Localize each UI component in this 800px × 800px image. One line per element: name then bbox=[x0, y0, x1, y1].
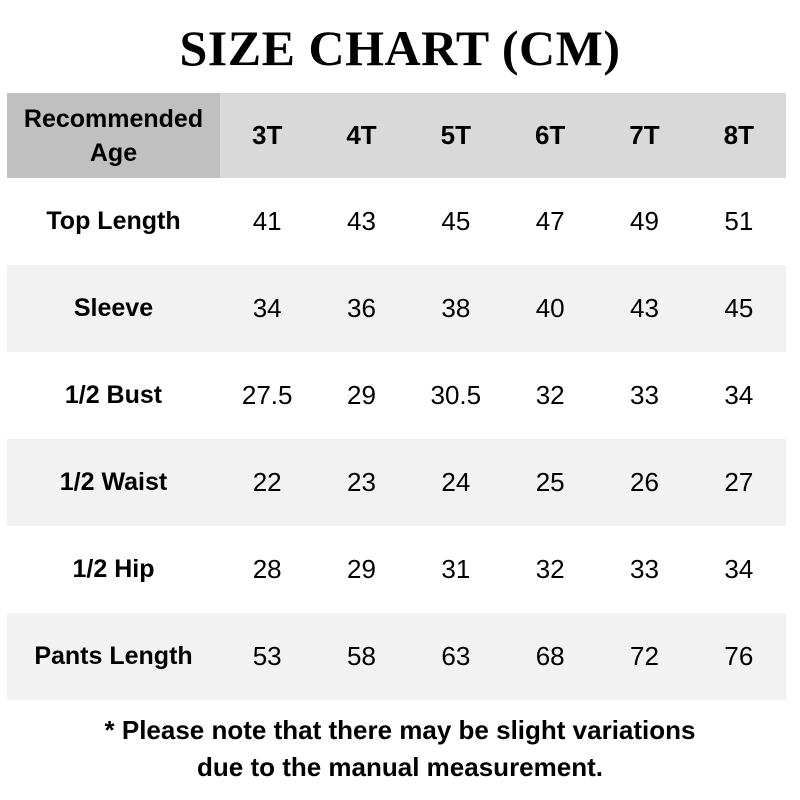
size-header: 4T bbox=[314, 93, 409, 178]
size-header: 7T bbox=[597, 93, 692, 178]
table-row: 1/2 Hip 28 29 31 32 33 34 bbox=[7, 526, 786, 613]
table-cell: 26 bbox=[597, 439, 692, 526]
table-cell: 32 bbox=[535, 554, 565, 584]
table-cell: 45 bbox=[441, 206, 471, 236]
table-cell: 29 bbox=[347, 554, 376, 584]
table-cell: 25 bbox=[502, 439, 598, 526]
table-cell: 38 bbox=[408, 265, 503, 352]
page-title: SIZE CHART (CM) bbox=[179, 20, 621, 76]
size-header: 3T bbox=[220, 93, 315, 178]
size-header: 8T bbox=[691, 93, 786, 178]
size-header: 6T bbox=[502, 93, 598, 178]
table-cell: 34 bbox=[724, 554, 754, 584]
table-cell: 33 bbox=[630, 380, 659, 410]
table-cell: 43 bbox=[347, 206, 376, 236]
row-label: 1/2 Bust bbox=[64, 381, 163, 409]
table-cell: 27 bbox=[691, 439, 786, 526]
table-cell: 34 bbox=[724, 380, 754, 410]
corner-header: Recommended Age bbox=[7, 93, 220, 178]
table-cell: 24 bbox=[408, 439, 503, 526]
table-cell: 51 bbox=[724, 206, 754, 236]
header-row: Recommended Age 3T 4T 5T 6T 7T 8T bbox=[7, 93, 786, 178]
table-row: 1/2 Bust 27.5 29 30.5 32 33 34 bbox=[7, 352, 786, 439]
table-cell: 28 bbox=[252, 554, 282, 584]
table-cell: 36 bbox=[314, 265, 409, 352]
table-cell: 45 bbox=[691, 265, 786, 352]
table-cell: 58 bbox=[314, 613, 409, 700]
table-cell: 40 bbox=[502, 265, 598, 352]
table-cell: 43 bbox=[597, 265, 692, 352]
note-line-1: * Please note that there may be slight v… bbox=[104, 715, 696, 745]
row-label: 1/2 Hip bbox=[72, 555, 155, 583]
table-cell: 34 bbox=[220, 265, 315, 352]
table-cell: 76 bbox=[691, 613, 786, 700]
table-cell: 31 bbox=[441, 554, 471, 584]
size-header: 5T bbox=[408, 93, 503, 178]
note-line-2: due to the manual measurement. bbox=[197, 752, 603, 782]
table-row: Top Length 41 43 45 47 49 51 bbox=[7, 178, 786, 265]
table-cell: 29 bbox=[347, 380, 376, 410]
table-cell: 49 bbox=[630, 206, 659, 236]
table-row: 1/2 Waist 22 23 24 25 26 27 bbox=[7, 439, 786, 526]
row-label: 1/2 Waist bbox=[7, 439, 220, 526]
table-cell: 47 bbox=[535, 206, 565, 236]
row-label: Pants Length bbox=[7, 613, 220, 700]
table-cell: 41 bbox=[252, 206, 282, 236]
row-label: Sleeve bbox=[7, 265, 220, 352]
table-row: Sleeve 34 36 38 40 43 45 bbox=[7, 265, 786, 352]
table-cell: 72 bbox=[597, 613, 692, 700]
table-cell: 22 bbox=[220, 439, 315, 526]
row-label: Top Length bbox=[46, 207, 181, 235]
table-cell: 27.5 bbox=[241, 380, 293, 410]
table-cell: 32 bbox=[535, 380, 565, 410]
table-cell: 63 bbox=[408, 613, 503, 700]
disclaimer-note: * Please note that there may be slight v… bbox=[0, 712, 800, 786]
table-cell: 33 bbox=[630, 554, 659, 584]
table-cell: 53 bbox=[220, 613, 315, 700]
table-cell: 68 bbox=[502, 613, 598, 700]
table-row: Pants Length 53 58 63 68 72 76 bbox=[7, 613, 786, 700]
table-cell: 23 bbox=[314, 439, 409, 526]
size-chart-table: Recommended Age 3T 4T 5T 6T 7T 8T Top Length 4… bbox=[7, 93, 786, 700]
table-cell: 30.5 bbox=[430, 380, 482, 410]
